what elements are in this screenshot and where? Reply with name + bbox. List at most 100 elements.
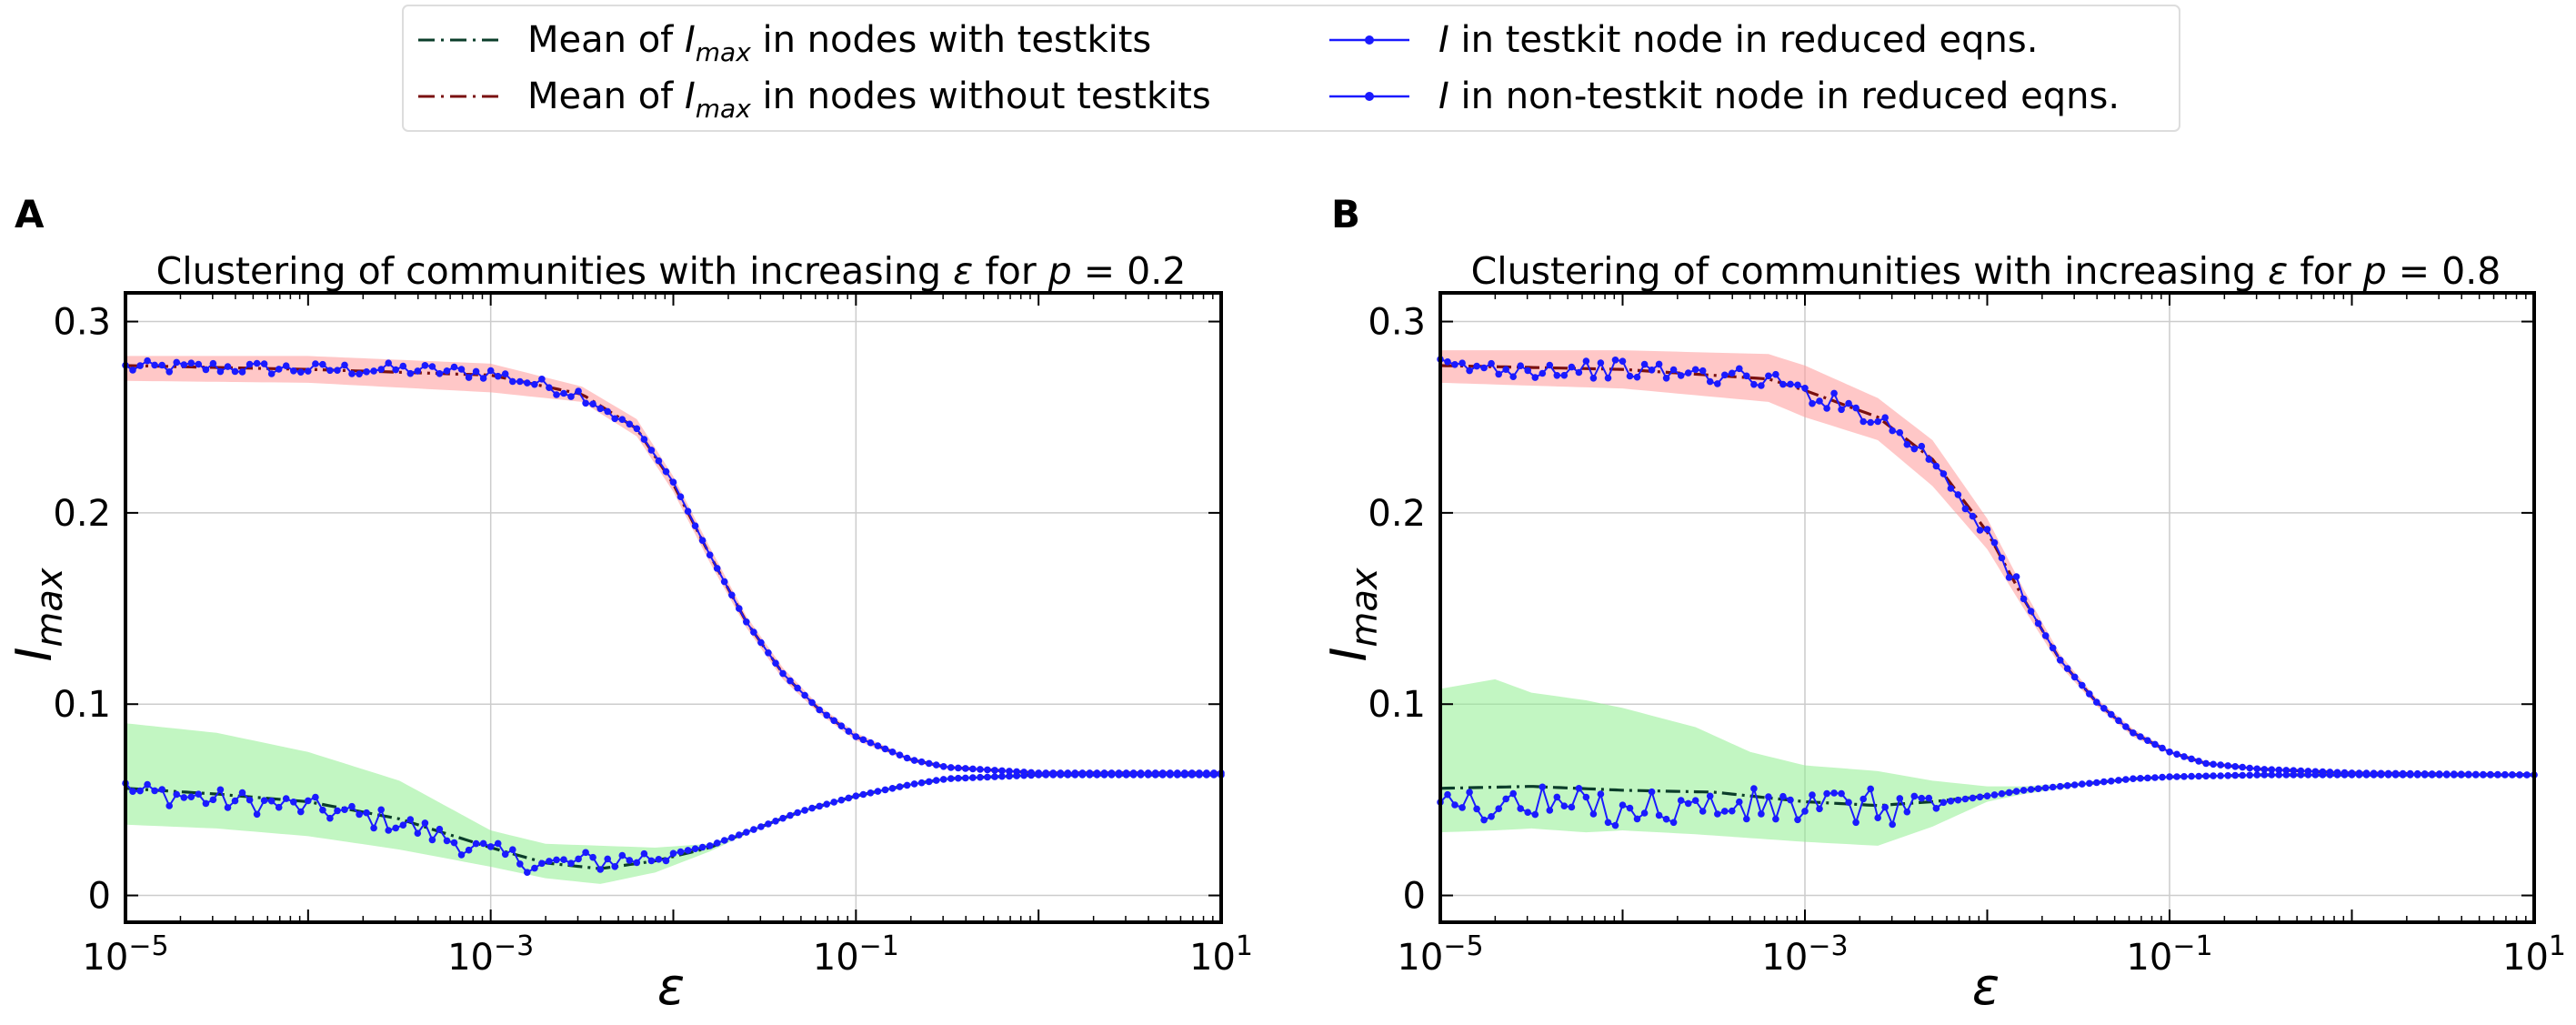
data-point <box>757 823 765 830</box>
data-point <box>260 797 268 804</box>
data-point <box>187 359 195 367</box>
data-point <box>881 786 889 794</box>
data-point <box>1480 364 1488 372</box>
data-point <box>312 360 319 367</box>
data-point <box>392 366 400 374</box>
data-point <box>1714 380 1721 387</box>
data-point <box>691 522 699 529</box>
data-point <box>772 818 779 825</box>
data-point <box>750 628 757 636</box>
data-point <box>2100 705 2108 712</box>
data-point <box>1918 794 1926 802</box>
data-point <box>1451 361 1458 368</box>
data-point <box>1983 526 1991 533</box>
data-point <box>816 802 823 810</box>
data-point <box>1801 385 1809 392</box>
data-point <box>1743 372 1750 380</box>
data-point <box>1553 372 1561 379</box>
x-tick-base: 10 <box>813 937 859 979</box>
y-tick-label: 0.3 <box>53 302 111 344</box>
data-point <box>2348 771 2356 779</box>
data-point <box>2421 771 2429 779</box>
data-point <box>1560 371 1569 379</box>
data-point <box>977 766 984 773</box>
data-point <box>1940 470 1948 477</box>
legend-label-mean-without-testkits: Mean of Imax in nodes without testkits <box>527 75 1211 124</box>
data-point <box>312 793 319 801</box>
legend-suffix: in non-testkit node in reduced eqns. <box>1449 75 2120 117</box>
data-point <box>1881 803 1889 811</box>
data-point <box>1998 554 2006 562</box>
data-point <box>524 379 531 387</box>
data-point <box>1823 405 1830 412</box>
data-point <box>1852 404 1859 412</box>
data-point <box>1458 359 1466 367</box>
data-point <box>977 773 984 781</box>
data-point <box>209 359 217 367</box>
data-point <box>794 684 801 692</box>
y-tick-label: 0.1 <box>53 684 111 726</box>
data-point <box>1568 363 1576 371</box>
data-point <box>633 425 641 433</box>
data-point <box>991 773 998 780</box>
data-point <box>1648 788 1656 796</box>
data-point <box>1597 790 1605 798</box>
data-point <box>465 374 473 381</box>
data-point <box>2027 608 2035 615</box>
data-point <box>939 776 947 783</box>
data-point <box>158 361 165 369</box>
data-point <box>1932 462 1940 470</box>
data-point <box>2246 764 2253 772</box>
data-point <box>1458 804 1466 811</box>
data-point <box>1859 417 1867 426</box>
data-point <box>1889 427 1896 435</box>
data-point <box>1444 358 1451 366</box>
data-point <box>1889 820 1896 829</box>
data-point <box>1881 414 1889 422</box>
data-point <box>655 856 663 863</box>
data-point <box>1758 382 1765 389</box>
legend-suffix: in nodes with testkits <box>751 19 1151 61</box>
data-point <box>2166 773 2173 780</box>
data-point <box>1473 805 1480 813</box>
data-point <box>1078 771 1087 779</box>
data-point <box>1691 797 1699 804</box>
data-point <box>2362 771 2371 779</box>
data-point <box>837 722 846 729</box>
data-point <box>2391 771 2400 779</box>
data-point <box>1517 362 1524 370</box>
data-point <box>494 372 502 380</box>
data-point <box>1845 799 1852 806</box>
data-point <box>888 749 897 756</box>
data-point <box>516 860 524 868</box>
data-point <box>713 565 721 572</box>
data-point <box>282 362 290 370</box>
data-point <box>1662 815 1670 823</box>
data-point <box>202 799 210 808</box>
data-point <box>2049 644 2057 652</box>
data-point <box>2144 774 2151 782</box>
panel-title-b: Clustering of communities with increasin… <box>1471 249 2501 293</box>
x-tick-label: 10−3 <box>447 930 534 979</box>
data-point <box>2202 759 2210 768</box>
data-point <box>626 420 634 428</box>
data-point <box>801 807 808 814</box>
data-point <box>253 810 261 819</box>
data-point <box>414 367 422 375</box>
title-eq: = 0.2 <box>1072 249 1187 293</box>
data-point <box>2151 740 2159 749</box>
data-point <box>290 367 297 375</box>
data-point <box>669 849 677 858</box>
data-point <box>2253 765 2260 773</box>
data-point <box>779 814 787 822</box>
data-point <box>2399 771 2407 779</box>
data-point <box>202 366 210 374</box>
data-point <box>428 363 436 370</box>
data-point <box>896 751 904 759</box>
data-point <box>1758 810 1765 818</box>
data-point <box>443 837 451 845</box>
data-point <box>1954 796 1962 804</box>
x-tick-exponent: −3 <box>1808 930 1848 962</box>
data-point <box>1502 366 1509 374</box>
data-point <box>1677 372 1685 379</box>
